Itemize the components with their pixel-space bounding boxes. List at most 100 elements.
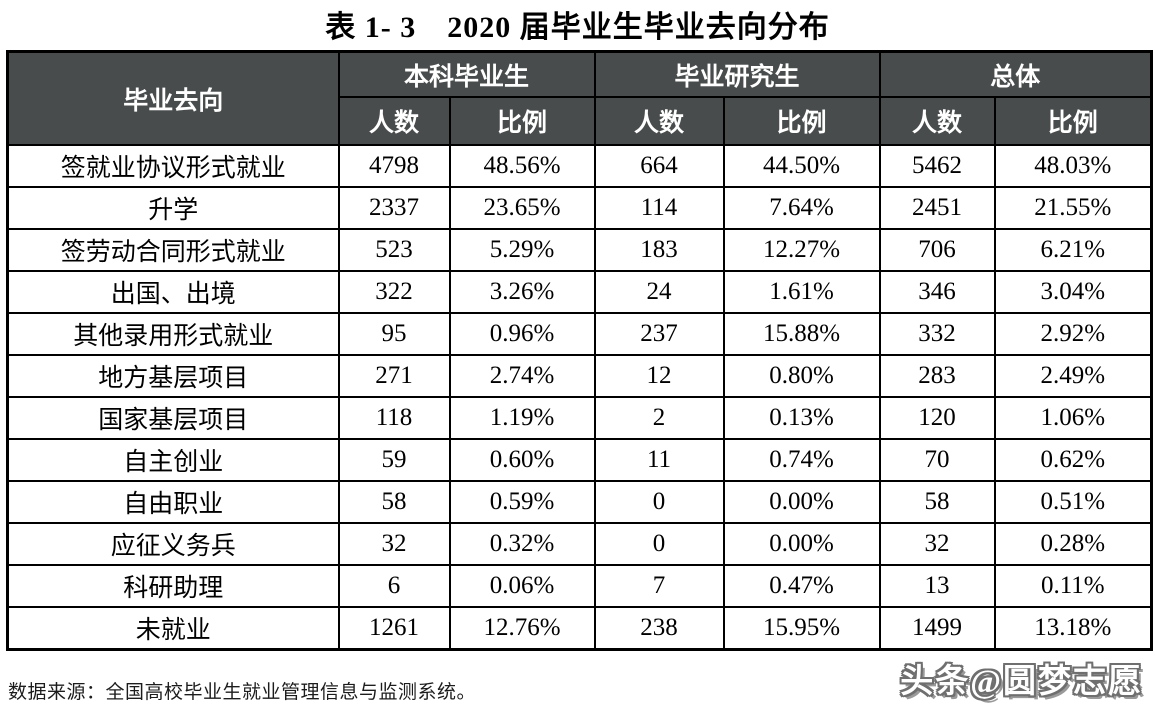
value-cell: 332 bbox=[878, 312, 996, 356]
value-cell: 13 bbox=[878, 564, 996, 608]
value-cell: 2.74% bbox=[448, 354, 596, 398]
value-cell: 2.92% bbox=[993, 312, 1153, 356]
value-cell: 70 bbox=[878, 438, 996, 482]
page-title: 表 1- 3 2020 届毕业生毕业去向分布 bbox=[325, 11, 830, 44]
value-cell: 0.62% bbox=[993, 438, 1153, 482]
value-cell: 44.50% bbox=[722, 144, 881, 188]
value-cell: 21.55% bbox=[993, 186, 1153, 230]
subheader-count: 人数 bbox=[337, 96, 451, 146]
value-cell: 11 bbox=[593, 438, 725, 482]
value-cell: 0.32% bbox=[448, 522, 596, 566]
table-row: 签就业协议形式就业 4798 48.56% 664 44.50% 5462 48.03% bbox=[6, 144, 1153, 188]
value-cell: 12.76% bbox=[448, 606, 596, 651]
table-row: 应征义务兵 32 0.32% 0 0.00% 32 0.28% bbox=[6, 522, 1153, 566]
destination-label-cell: 其他录用形式就业 bbox=[6, 312, 340, 356]
value-cell: 523 bbox=[337, 228, 451, 272]
value-cell: 0.00% bbox=[722, 522, 881, 566]
value-cell: 7 bbox=[593, 564, 725, 608]
subheader-ratio: 比例 bbox=[993, 96, 1153, 146]
table-row: 科研助理 6 0.06% 7 0.47% 13 0.11% bbox=[6, 564, 1153, 608]
value-cell: 15.95% bbox=[722, 606, 881, 651]
value-cell: 12.27% bbox=[722, 228, 881, 272]
value-cell: 59 bbox=[337, 438, 451, 482]
destination-label-cell: 应征义务兵 bbox=[6, 522, 340, 566]
value-cell: 0.60% bbox=[448, 438, 596, 482]
header-group-row: 毕业去向 本科毕业生 毕业研究生 总体 bbox=[6, 50, 1153, 146]
value-cell: 114 bbox=[593, 186, 725, 230]
destination-label-cell: 自由职业 bbox=[6, 480, 340, 524]
value-cell: 0.59% bbox=[448, 480, 596, 524]
table-row: 签劳动合同形式就业 523 5.29% 183 12.27% 706 6.21% bbox=[6, 228, 1153, 272]
table-row: 国家基层项目 118 1.19% 2 0.13% 120 1.06% bbox=[6, 396, 1153, 440]
value-cell: 24 bbox=[593, 270, 725, 314]
value-cell: 0.28% bbox=[993, 522, 1153, 566]
value-cell: 237 bbox=[593, 312, 725, 356]
table-row: 地方基层项目 271 2.74% 12 0.80% 283 2.49% bbox=[6, 354, 1153, 398]
value-cell: 6 bbox=[337, 564, 451, 608]
value-cell: 1499 bbox=[878, 606, 996, 651]
value-cell: 13.18% bbox=[993, 606, 1153, 651]
header-sub-row: 人数 比例 人数 比例 人数 比例 bbox=[8, 96, 1153, 146]
value-cell: 3.26% bbox=[448, 270, 596, 314]
value-cell: 12 bbox=[593, 354, 725, 398]
value-cell: 5.29% bbox=[448, 228, 596, 272]
value-cell: 2337 bbox=[337, 186, 451, 230]
value-cell: 118 bbox=[337, 396, 451, 440]
value-cell: 0.13% bbox=[722, 396, 881, 440]
subheader-count: 人数 bbox=[878, 96, 996, 146]
value-cell: 0.96% bbox=[448, 312, 596, 356]
destination-label-cell: 签劳动合同形式就业 bbox=[6, 228, 340, 272]
value-cell: 48.03% bbox=[993, 144, 1153, 188]
value-cell: 95 bbox=[337, 312, 451, 356]
graduation-destination-table: 毕业去向 本科毕业生 毕业研究生 总体 人数 比例 人数 比例 人数 比例 签就… bbox=[6, 50, 1154, 651]
destination-label-cell: 未就业 bbox=[6, 606, 340, 651]
value-cell: 58 bbox=[337, 480, 451, 524]
value-cell: 0 bbox=[593, 480, 725, 524]
destination-label-cell: 升学 bbox=[6, 186, 340, 230]
table-row: 未就业 1261 12.76% 238 15.95% 1499 13.18% bbox=[6, 606, 1153, 651]
subheader-count: 人数 bbox=[593, 96, 725, 146]
watermark: 头条@圆梦志愿 bbox=[900, 664, 1143, 700]
value-cell: 32 bbox=[878, 522, 996, 566]
value-cell: 1.06% bbox=[993, 396, 1153, 440]
value-cell: 0.06% bbox=[448, 564, 596, 608]
group-header-undergraduate: 本科毕业生 bbox=[337, 50, 596, 98]
value-cell: 0 bbox=[593, 522, 725, 566]
destination-label-cell: 地方基层项目 bbox=[6, 354, 340, 398]
value-cell: 183 bbox=[593, 228, 725, 272]
destination-label-cell: 出国、出境 bbox=[6, 270, 340, 314]
subheader-ratio: 比例 bbox=[448, 96, 596, 146]
value-cell: 4798 bbox=[337, 144, 451, 188]
table-row: 出国、出境 322 3.26% 24 1.61% 346 3.04% bbox=[6, 270, 1153, 314]
value-cell: 322 bbox=[337, 270, 451, 314]
destination-label-cell: 自主创业 bbox=[6, 438, 340, 482]
value-cell: 58 bbox=[878, 480, 996, 524]
value-cell: 15.88% bbox=[722, 312, 881, 356]
destination-label-cell: 国家基层项目 bbox=[6, 396, 340, 440]
value-cell: 5462 bbox=[878, 144, 996, 188]
value-cell: 271 bbox=[337, 354, 451, 398]
value-cell: 7.64% bbox=[722, 186, 881, 230]
value-cell: 664 bbox=[593, 144, 725, 188]
table-row: 其他录用形式就业 95 0.96% 237 15.88% 332 2.92% bbox=[6, 312, 1153, 356]
value-cell: 0.47% bbox=[722, 564, 881, 608]
table-row: 升学 2337 23.65% 114 7.64% 2451 21.55% bbox=[6, 186, 1153, 230]
value-cell: 2 bbox=[593, 396, 725, 440]
value-cell: 3.04% bbox=[993, 270, 1153, 314]
value-cell: 1.19% bbox=[448, 396, 596, 440]
value-cell: 48.56% bbox=[448, 144, 596, 188]
destination-label-cell: 签就业协议形式就业 bbox=[6, 144, 340, 188]
group-header-postgraduate: 毕业研究生 bbox=[593, 50, 881, 98]
value-cell: 32 bbox=[337, 522, 451, 566]
table-row: 自由职业 58 0.59% 0 0.00% 58 0.51% bbox=[6, 480, 1153, 524]
value-cell: 2.49% bbox=[993, 354, 1153, 398]
table-row: 自主创业 59 0.60% 11 0.74% 70 0.62% bbox=[6, 438, 1153, 482]
value-cell: 1261 bbox=[337, 606, 451, 651]
value-cell: 0.11% bbox=[993, 564, 1153, 608]
value-cell: 0.74% bbox=[722, 438, 881, 482]
value-cell: 0.00% bbox=[722, 480, 881, 524]
value-cell: 2451 bbox=[878, 186, 996, 230]
group-header-total: 总体 bbox=[878, 50, 1153, 98]
value-cell: 1.61% bbox=[722, 270, 881, 314]
data-source-note: 数据来源：全国高校毕业生就业管理信息与监测系统。 bbox=[8, 682, 477, 703]
